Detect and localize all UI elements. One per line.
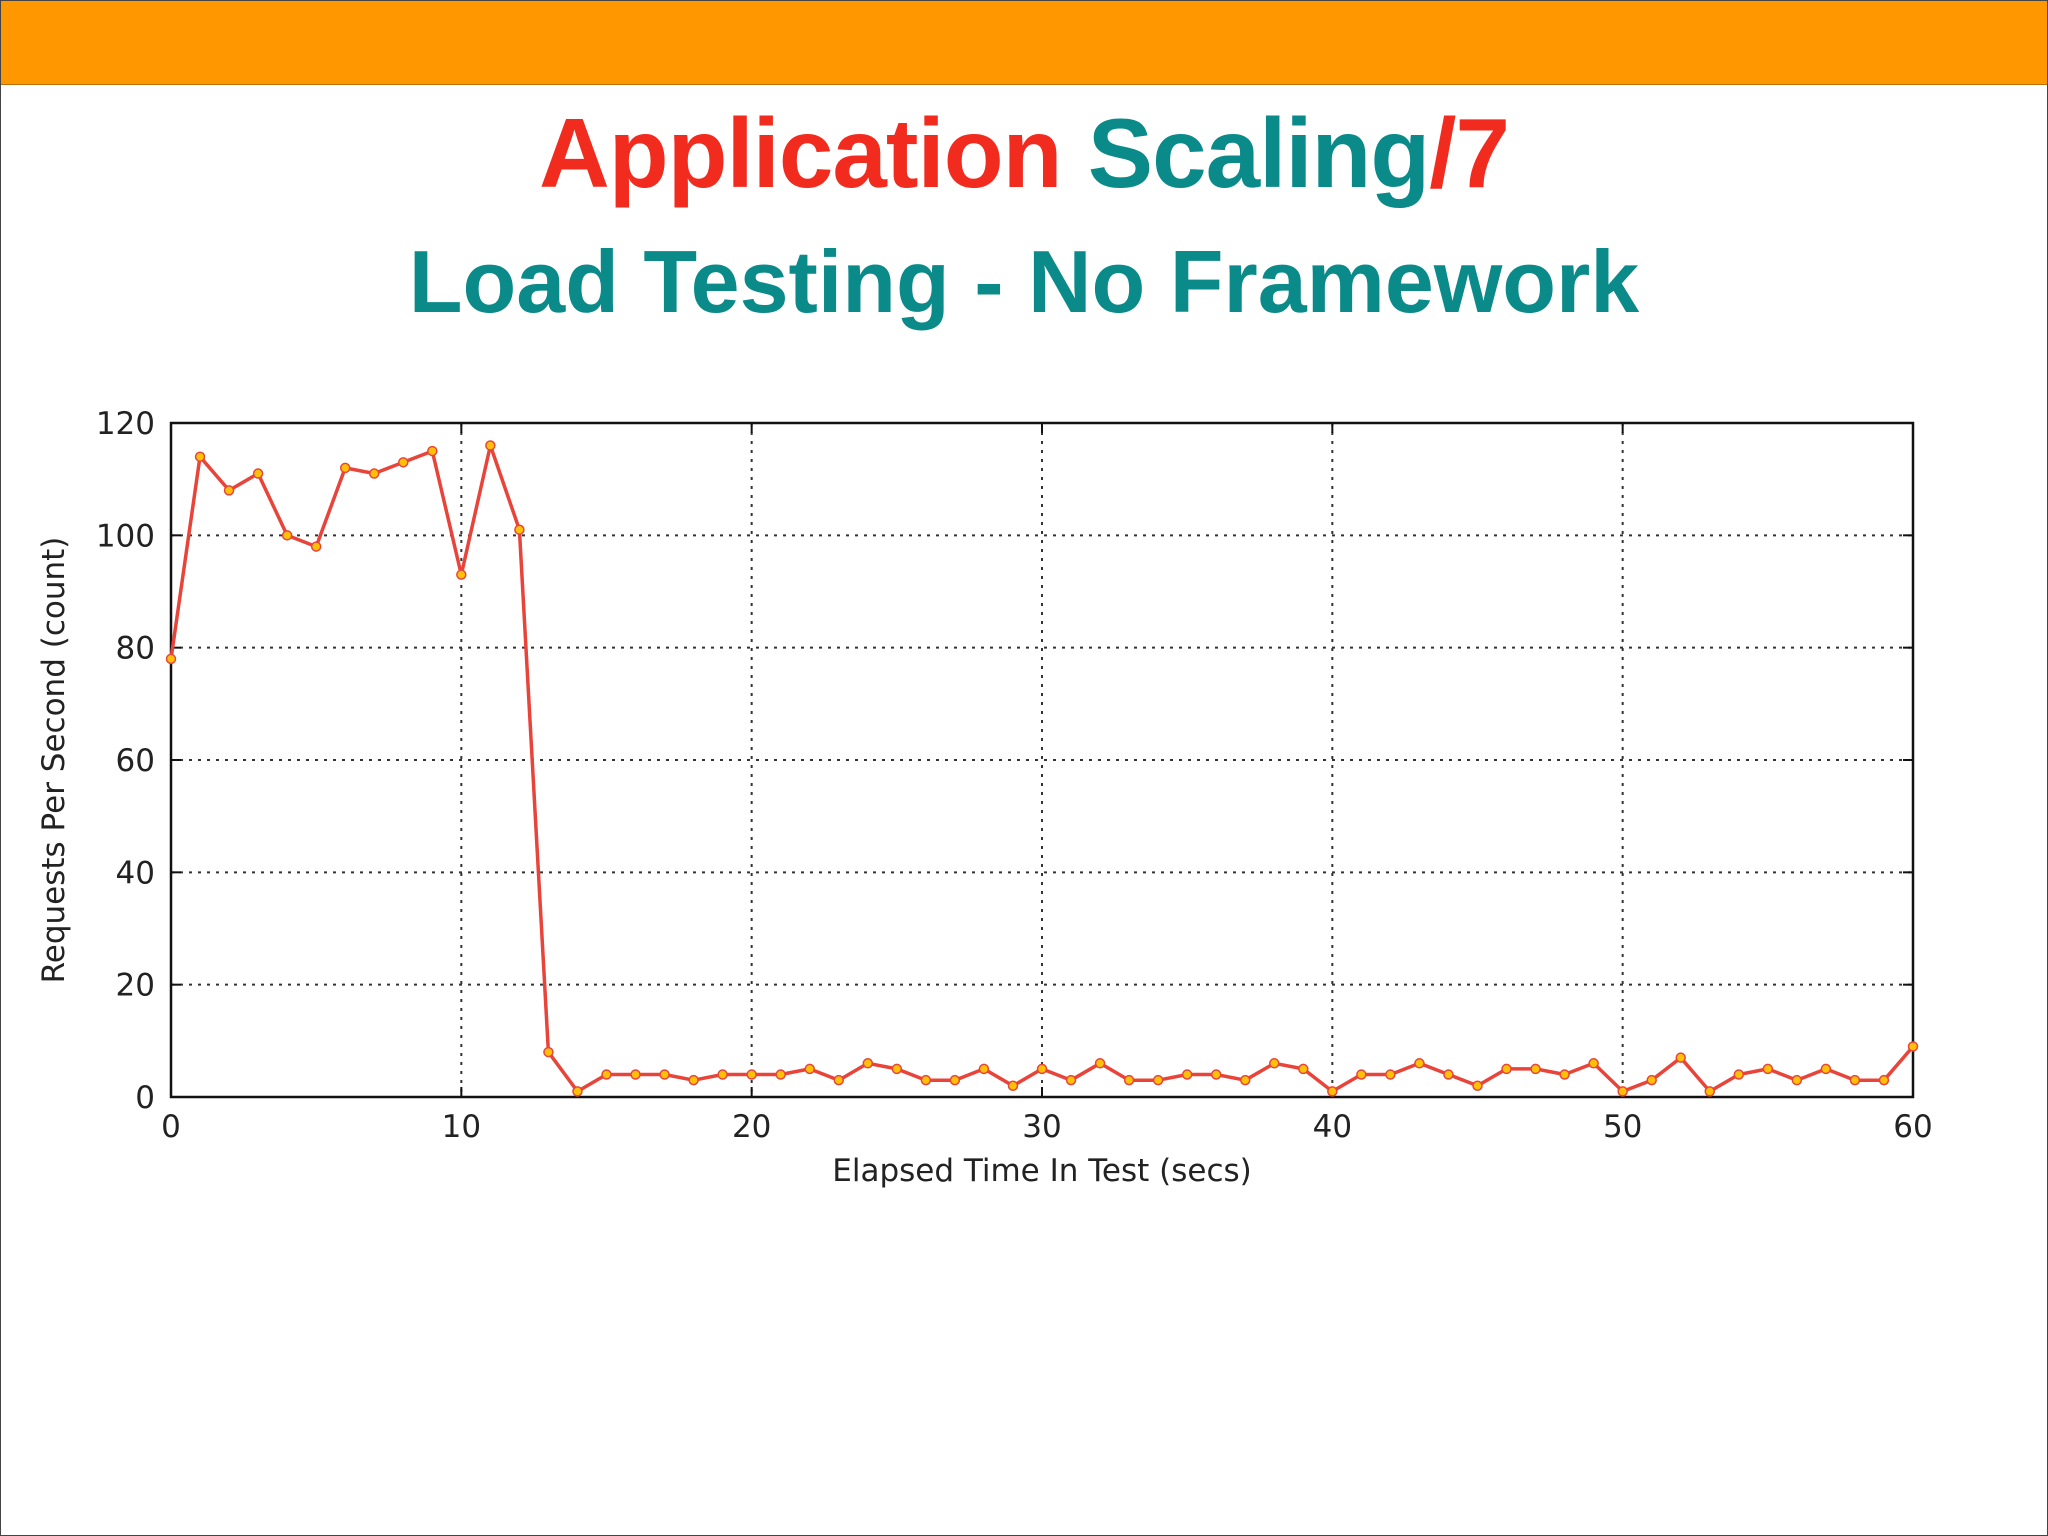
data-point [804, 1063, 815, 1075]
title-word-scaling: Scaling [1087, 98, 1431, 208]
data-point [572, 1086, 583, 1097]
x-tick-label-60: 60 [1893, 1109, 1932, 1145]
title-word-application: Application [538, 98, 1063, 208]
data-point [1007, 1080, 1019, 1092]
x-tick-label-10: 10 [442, 1109, 481, 1145]
data-point [1298, 1063, 1309, 1075]
top-accent-bar [1, 1, 2047, 85]
x-tick-label-20: 20 [732, 1109, 771, 1145]
data-point [165, 653, 177, 665]
data-point [1356, 1069, 1367, 1080]
y-tick-label-20: 20 [116, 968, 155, 1004]
data-point [1414, 1058, 1425, 1069]
data-point [252, 468, 264, 479]
data-point [223, 485, 235, 496]
data-point [746, 1069, 757, 1080]
data-point [688, 1074, 699, 1086]
y-tick-label-40: 40 [116, 855, 155, 891]
grid-lines [171, 423, 1913, 1097]
data-point [1820, 1063, 1832, 1075]
data-point [427, 445, 438, 457]
data-point [1791, 1074, 1803, 1086]
y-tick-label-60: 60 [116, 743, 155, 779]
data-point [717, 1069, 728, 1080]
data-point [1617, 1086, 1628, 1097]
data-point [194, 451, 206, 462]
x-tick-label-30: 30 [1022, 1109, 1061, 1145]
data-point [1269, 1058, 1280, 1069]
data-point [281, 530, 293, 541]
title-slide-number: /7 [1429, 98, 1510, 208]
data-point [1327, 1086, 1338, 1097]
x-tick-label-40: 40 [1313, 1109, 1352, 1145]
data-point [456, 569, 467, 580]
data-point [833, 1074, 845, 1086]
axis-ticks: 0 10 20 30 40 50 60 0 20 40 60 80 100 120 [96, 406, 1933, 1145]
slide-subtitle: Load Testing - No Framework [408, 232, 1640, 331]
data-point-layer [165, 440, 1919, 1097]
data-point [1385, 1069, 1396, 1080]
slide-title: Application Scaling/7 [1, 97, 2047, 209]
data-point [310, 541, 322, 552]
x-tick-label-50: 50 [1603, 1109, 1642, 1145]
data-point [1152, 1074, 1164, 1086]
data-point [659, 1069, 670, 1080]
data-point [1501, 1063, 1512, 1075]
data-point [978, 1063, 990, 1075]
data-point [891, 1063, 903, 1075]
data-point [1878, 1074, 1890, 1086]
data-point [1181, 1069, 1193, 1080]
data-point [862, 1058, 874, 1069]
data-point [630, 1069, 641, 1080]
data-point [1036, 1063, 1048, 1075]
data-point [920, 1074, 932, 1086]
data-point [1849, 1074, 1861, 1086]
data-point [949, 1074, 961, 1086]
data-point [1646, 1074, 1657, 1086]
data-point [514, 524, 525, 535]
data-point [543, 1046, 554, 1058]
data-point [1123, 1074, 1135, 1086]
data-point [1559, 1069, 1570, 1080]
y-tick-label-120: 120 [96, 406, 155, 442]
data-point [485, 440, 496, 451]
y-tick-label-80: 80 [116, 631, 155, 667]
data-point [1094, 1058, 1106, 1069]
x-tick-label-0: 0 [161, 1109, 181, 1145]
data-point [1588, 1058, 1599, 1069]
x-axis-label: Elapsed Time In Test (secs) [832, 1153, 1252, 1189]
data-point [775, 1069, 786, 1080]
data-point [368, 468, 380, 479]
data-point [1762, 1063, 1774, 1075]
y-tick-label-100: 100 [96, 518, 155, 554]
data-point [601, 1069, 612, 1080]
data-point [1472, 1080, 1483, 1092]
data-point [1530, 1063, 1541, 1075]
data-point [398, 457, 409, 468]
y-tick-label-0: 0 [135, 1080, 155, 1116]
data-point [339, 462, 351, 474]
data-point [1704, 1086, 1716, 1097]
data-point [1443, 1069, 1454, 1080]
data-point [1065, 1074, 1077, 1086]
y-axis-label: Requests Per Second (count) [36, 537, 72, 984]
data-point [1239, 1074, 1251, 1086]
data-point [1675, 1052, 1686, 1063]
data-point [1733, 1069, 1745, 1080]
data-point [1210, 1069, 1222, 1080]
data-point [1907, 1041, 1919, 1052]
